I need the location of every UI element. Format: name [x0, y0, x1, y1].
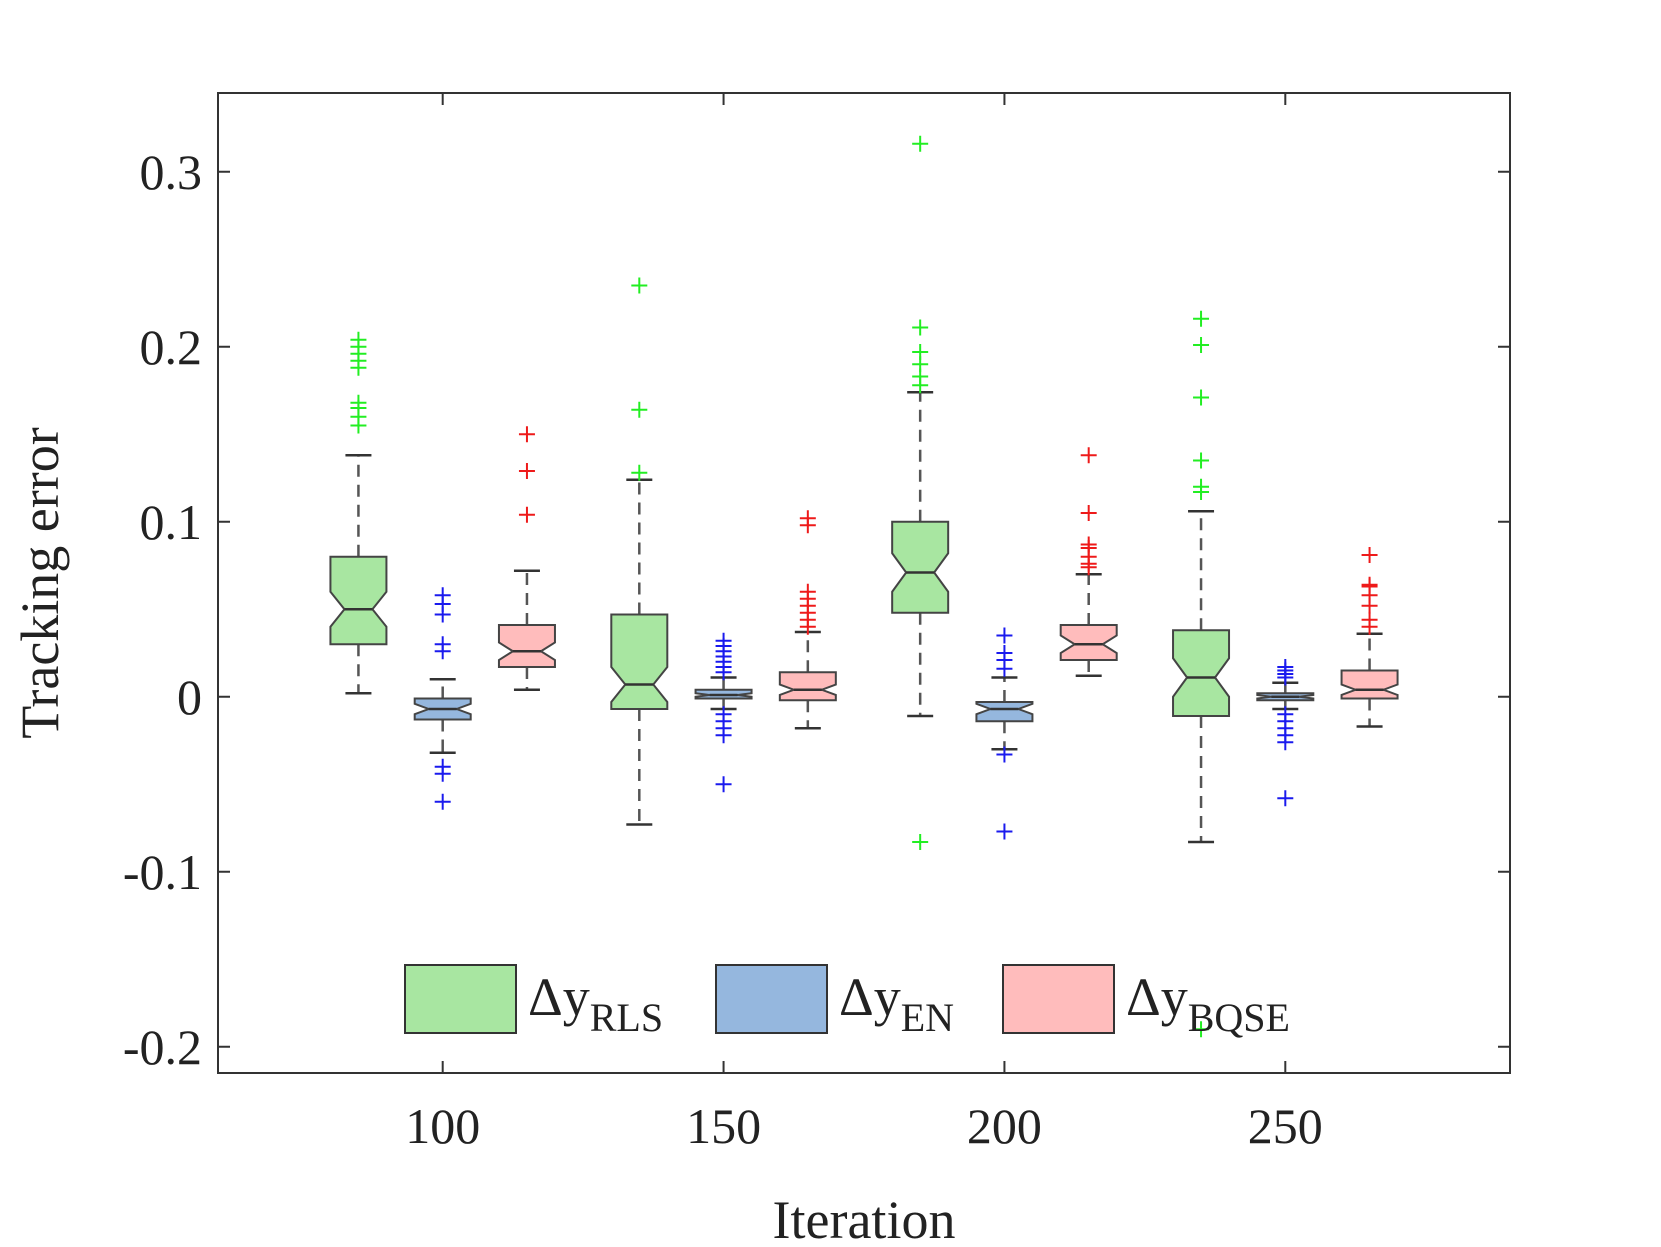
- y-tick-label: 0.1: [140, 494, 203, 550]
- outlier-marker: [434, 587, 451, 604]
- outlier-marker: [996, 645, 1013, 661]
- outlier-marker: [518, 463, 535, 479]
- outlier-marker: [799, 510, 816, 527]
- outlier-marker: [912, 319, 929, 336]
- y-tick-label: -0.2: [123, 1019, 202, 1075]
- outlier-marker: [715, 632, 732, 649]
- legend-swatch: [715, 964, 828, 1034]
- outlier-marker: [996, 823, 1013, 840]
- legend-label: ΔyRLS: [528, 967, 663, 1040]
- outlier-marker: [1361, 576, 1378, 593]
- box-body: [1172, 629, 1231, 717]
- outlier-marker: [631, 277, 648, 294]
- legend-symbol: Δy: [528, 967, 590, 1027]
- box-en-100: [413, 587, 472, 810]
- box-en-200: [975, 627, 1034, 840]
- legend-label: ΔyBQSE: [1126, 967, 1290, 1040]
- x-tick-label: 100: [405, 1098, 480, 1154]
- legend-symbol: Δy: [839, 967, 901, 1027]
- axis-ticks: 100 150 200 250 0.3 0.2 0.1 0 -0.1 -0.2: [123, 93, 1510, 1154]
- box-bqse-215: [1059, 447, 1118, 677]
- legend-symbol: Δy: [1126, 967, 1188, 1027]
- legend-entry-bqse: ΔyBQSE: [1002, 964, 1290, 1040]
- outlier-marker: [1080, 536, 1097, 553]
- outlier-marker: [350, 394, 367, 411]
- outlier-marker: [996, 746, 1013, 763]
- legend-subscript: BQSE: [1188, 995, 1290, 1040]
- legend-subscript: EN: [901, 995, 954, 1040]
- outlier-marker: [434, 793, 451, 810]
- y-tick-label: 0: [177, 669, 202, 725]
- outlier-marker: [350, 331, 367, 348]
- y-tick-label: 0.2: [140, 319, 203, 375]
- outlier-marker: [1193, 452, 1210, 469]
- box-body: [1340, 669, 1399, 700]
- legend-entry-rls: ΔyRLS: [404, 964, 663, 1040]
- outlier-marker: [434, 765, 451, 782]
- box-en-250: [1256, 659, 1315, 807]
- outlier-marker: [434, 636, 451, 653]
- outlier-marker: [1361, 611, 1378, 628]
- outlier-marker: [1193, 310, 1210, 327]
- outlier-marker: [912, 834, 929, 850]
- legend-swatch: [404, 964, 517, 1034]
- outlier-marker: [912, 135, 929, 152]
- outlier-marker: [1277, 790, 1294, 807]
- legend-label: ΔyEN: [839, 967, 954, 1040]
- outlier-marker: [1193, 389, 1210, 406]
- plot-area: [329, 135, 1399, 1038]
- legend-swatch: [1002, 964, 1115, 1034]
- x-tick-label: 200: [967, 1098, 1042, 1154]
- y-axis-label: Tracking error: [10, 427, 70, 738]
- box-bqse-165: [778, 510, 837, 730]
- box-body: [778, 671, 837, 702]
- outlier-marker: [1193, 337, 1210, 353]
- legend-subscript: RLS: [590, 995, 663, 1040]
- box-en-150: [694, 632, 753, 793]
- outlier-marker: [1193, 1021, 1210, 1038]
- outlier-marker: [1277, 734, 1294, 751]
- outlier-marker: [1277, 659, 1294, 675]
- outlier-marker: [1080, 505, 1097, 521]
- outlier-marker: [518, 506, 535, 523]
- outlier-marker: [518, 426, 535, 443]
- y-tick-label: 0.3: [140, 144, 203, 200]
- legend-entry-en: ΔyEN: [715, 964, 954, 1040]
- box-rls-85: [329, 331, 388, 695]
- axes-frame: [217, 92, 1511, 1074]
- outlier-marker: [996, 627, 1013, 644]
- box-body: [975, 701, 1034, 723]
- x-axis-label: Iteration: [773, 1190, 956, 1247]
- legend: ΔyRLS ΔyEN ΔyBQSE: [404, 964, 1290, 1040]
- outlier-marker: [799, 583, 816, 600]
- x-tick-label: 150: [686, 1098, 761, 1154]
- outlier-marker: [715, 776, 732, 793]
- outlier-marker: [631, 464, 648, 481]
- box-body: [1059, 624, 1118, 661]
- box-body: [329, 555, 388, 646]
- outlier-marker: [1080, 447, 1097, 464]
- box-rls-185: [891, 135, 950, 850]
- box-bqse-265: [1340, 547, 1399, 728]
- box-body: [891, 520, 950, 614]
- outlier-marker: [715, 727, 732, 744]
- outlier-marker: [1361, 547, 1378, 563]
- outlier-marker: [631, 401, 648, 418]
- box-rls-135: [610, 277, 669, 826]
- box-bqse-115: [497, 426, 556, 691]
- x-tick-label: 250: [1248, 1098, 1323, 1154]
- outlier-marker: [912, 344, 929, 360]
- box-rls-235: [1172, 310, 1231, 1038]
- box-body: [497, 624, 556, 668]
- box-body: [610, 613, 669, 710]
- y-tick-label: -0.1: [123, 844, 202, 900]
- outlier-marker: [1193, 478, 1210, 495]
